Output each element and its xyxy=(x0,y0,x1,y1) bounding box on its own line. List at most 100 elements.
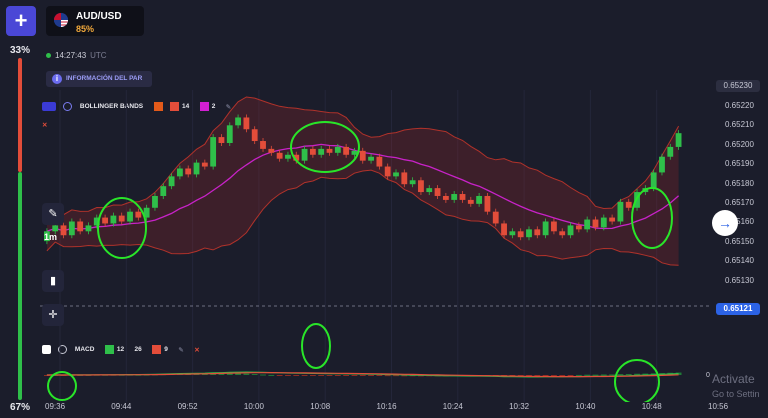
macd-bar xyxy=(301,375,308,376)
candle xyxy=(509,231,516,236)
candle xyxy=(110,215,117,224)
time-tick-label: 10:16 xyxy=(376,402,397,411)
macd-bar xyxy=(243,373,250,375)
macd-slow: 26 xyxy=(134,346,142,354)
arrow-right-icon[interactable]: → xyxy=(712,210,738,236)
time-tick-label: 09:36 xyxy=(45,402,66,411)
candle xyxy=(600,217,607,228)
macd-bar xyxy=(268,374,275,376)
macd-bar xyxy=(559,375,566,376)
macd-bar xyxy=(201,373,208,375)
candle xyxy=(309,148,316,155)
price-tick-label: 0.65180 xyxy=(725,178,754,188)
draw-pencil-icon[interactable]: ✎ xyxy=(42,203,64,225)
remove-indicator-icon[interactable]: ✕ xyxy=(194,346,200,354)
macd-bar xyxy=(343,375,350,376)
price-chart[interactable] xyxy=(40,90,712,402)
clock-zone: UTC xyxy=(90,51,107,60)
timeframe-selector[interactable]: 1m xyxy=(44,232,58,242)
pair-info-label: INFORMACIÓN DEL PAR xyxy=(66,75,143,82)
annotation-circle xyxy=(97,197,147,259)
macd-bar xyxy=(617,374,624,376)
macd-bar xyxy=(226,373,233,375)
edit-pencil-icon[interactable]: ✎ xyxy=(225,103,232,111)
candle xyxy=(226,125,233,143)
collapse-left-icon[interactable] xyxy=(42,102,56,112)
watermark-line2: Go to Settin xyxy=(712,389,760,399)
eye-icon[interactable] xyxy=(63,102,73,112)
candle xyxy=(251,129,258,142)
candle xyxy=(675,133,682,147)
macd-bar xyxy=(625,374,632,376)
hand-drawn-annotations xyxy=(47,121,673,402)
candle xyxy=(85,225,92,232)
sentiment-sell-percent: 33% xyxy=(9,45,30,56)
annotation-circle xyxy=(290,121,360,173)
candle xyxy=(201,162,208,167)
annotation-circle xyxy=(47,371,77,401)
candle xyxy=(584,219,591,230)
macd-bar xyxy=(534,375,541,376)
eye-icon[interactable] xyxy=(58,345,68,355)
add-chart-button[interactable]: + xyxy=(6,6,36,36)
top-price-label: 0.65230 xyxy=(716,80,760,92)
edit-pencil-icon[interactable]: ✎ xyxy=(178,346,184,354)
asset-payout: 85% xyxy=(76,24,95,34)
macd-bar xyxy=(600,374,607,376)
candle xyxy=(476,195,483,204)
time-tick-label: 09:44 xyxy=(111,402,132,411)
candle xyxy=(517,231,524,238)
macd-bar xyxy=(334,375,341,376)
candle xyxy=(501,223,507,236)
candle xyxy=(301,148,308,161)
price-tick-label: 0.65150 xyxy=(725,236,754,246)
candle xyxy=(168,176,175,187)
signal-color-swatch[interactable] xyxy=(152,345,162,355)
period-color-swatch[interactable] xyxy=(170,102,180,112)
macd-bar xyxy=(592,374,599,376)
candle xyxy=(185,168,192,175)
candle xyxy=(442,195,449,200)
candle xyxy=(384,166,391,177)
candle xyxy=(393,172,399,177)
macd-signal: 9 xyxy=(164,346,168,354)
macd-bar xyxy=(584,374,591,376)
remove-indicator-icon[interactable]: ✕ xyxy=(42,121,48,129)
price-tick-label: 0.65170 xyxy=(725,198,754,207)
crosshair-icon[interactable]: ✛ xyxy=(42,304,64,326)
fast-color-swatch[interactable] xyxy=(104,345,114,355)
pair-info-button[interactable]: i INFORMACIÓN DEL PAR xyxy=(46,71,152,87)
candle xyxy=(667,146,674,157)
macd-bar xyxy=(293,375,300,376)
asset-selector[interactable]: AUD/USD 85% xyxy=(46,6,144,36)
time-tick-label: 10:48 xyxy=(641,402,662,411)
bollinger-band-fill xyxy=(46,97,679,266)
candle xyxy=(44,231,50,242)
price-tick-label: 0.65130 xyxy=(725,275,754,285)
collapse-down-icon[interactable] xyxy=(42,345,51,355)
macd-bar xyxy=(276,375,283,376)
annotation-circle xyxy=(614,359,660,402)
macd-indicator-bar: MACD 12 26 9 ✎ ✕ xyxy=(42,341,212,355)
aud-usd-flag-icon xyxy=(54,13,68,27)
candle xyxy=(118,215,125,222)
macd-bar xyxy=(609,374,616,376)
macd-bar xyxy=(401,375,408,377)
time-tick-label: 10:00 xyxy=(243,402,264,411)
candle xyxy=(143,207,150,218)
macd-label: MACD xyxy=(74,346,95,354)
macd-bar xyxy=(551,375,557,376)
bollinger-deviation: 2 xyxy=(211,103,216,111)
bollinger-label: BOLLINGER BANDS xyxy=(79,103,144,111)
time-tick-label: 10:40 xyxy=(575,402,596,411)
plus-icon: + xyxy=(14,8,28,33)
chart-type-icon[interactable]: ▮ xyxy=(42,270,64,292)
candle xyxy=(625,201,632,208)
candle xyxy=(575,225,582,230)
price-axis: 0.65220 0.65210 0.65200 0.65190 0.65180 0.651… xyxy=(712,80,768,400)
macd-bar xyxy=(526,375,532,376)
band-color-swatch[interactable] xyxy=(153,102,163,112)
deviation-color-swatch[interactable] xyxy=(199,102,209,112)
macd-bar xyxy=(285,375,291,376)
candle xyxy=(135,211,142,218)
